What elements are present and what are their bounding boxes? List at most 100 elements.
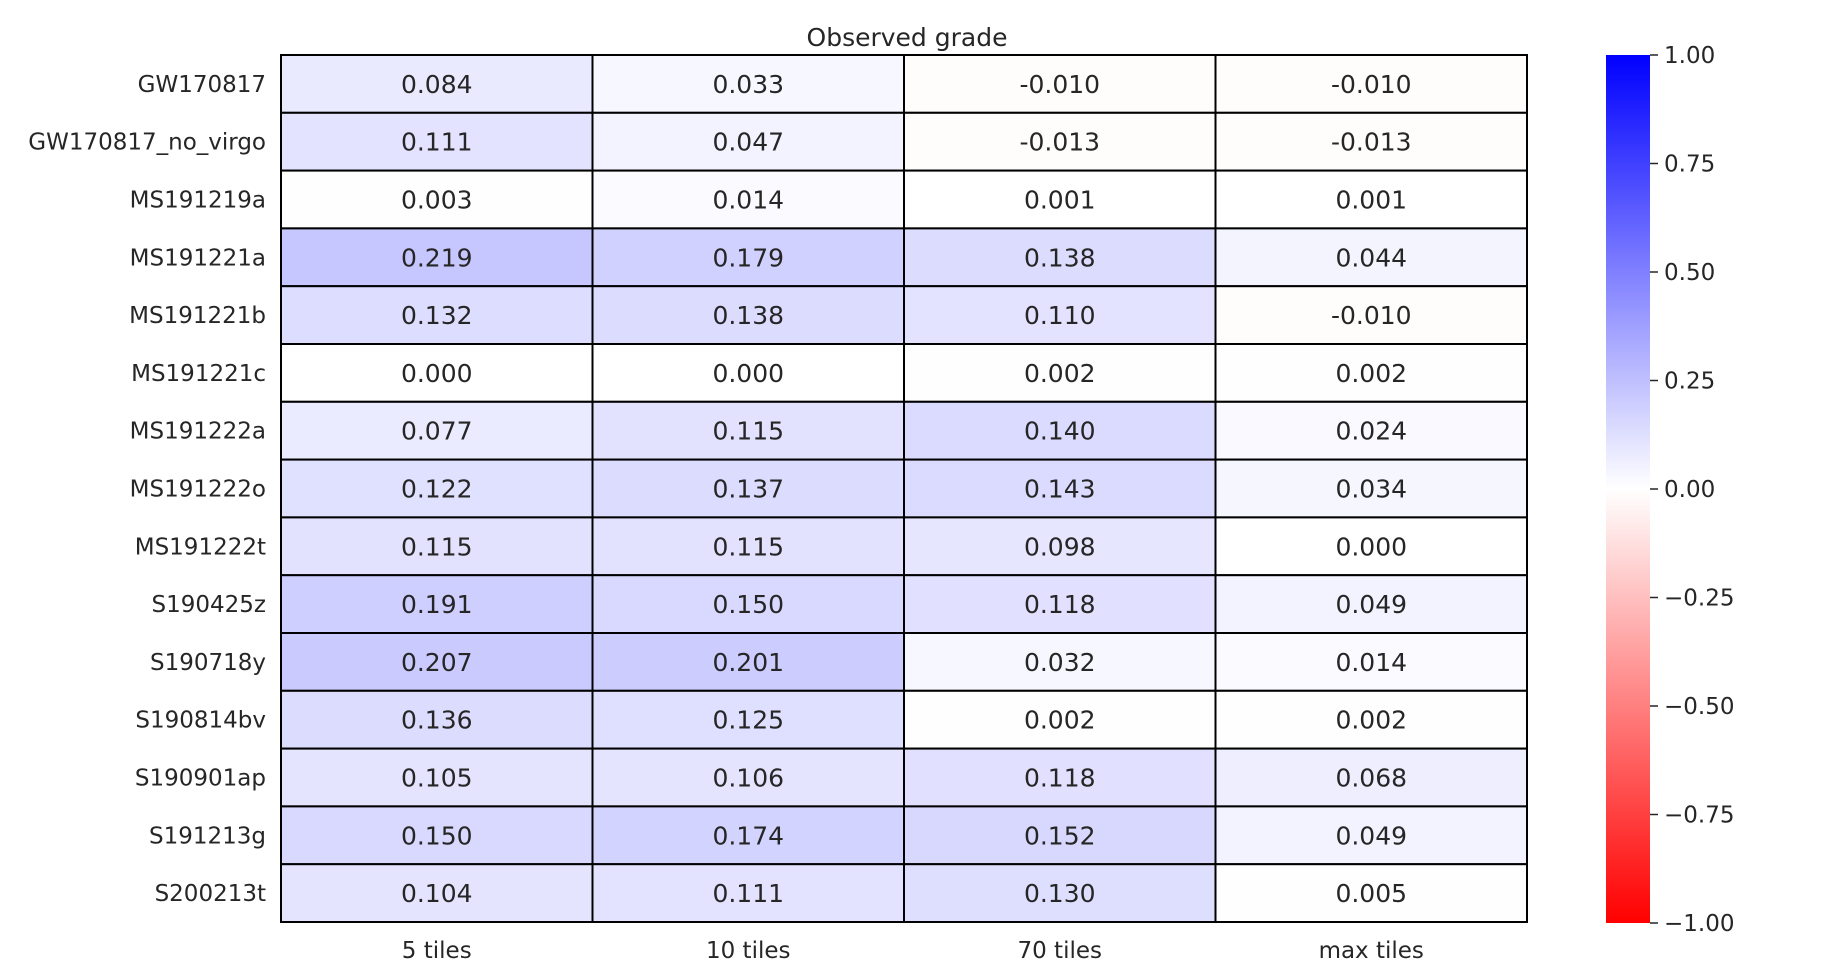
row-label: MS191219a <box>130 188 266 214</box>
cell-value-label: 0.150 <box>401 821 473 850</box>
cell-value-label: 0.003 <box>401 186 473 215</box>
heatmap-cell <box>591 343 905 403</box>
cell-value-label: -0.010 <box>1331 301 1412 330</box>
cell-value-label: -0.013 <box>1331 128 1412 157</box>
cell-value-label: 0.002 <box>1024 706 1096 735</box>
heatmap-cell <box>280 285 594 346</box>
column-label: max tiles <box>1319 938 1424 964</box>
heatmap-cell <box>903 747 1217 808</box>
column-label: 70 tiles <box>1017 938 1102 964</box>
heatmap-cell <box>903 343 1217 403</box>
cell-value-label: 0.138 <box>712 301 784 330</box>
colorbar-gradient <box>1606 55 1650 923</box>
column-label: 5 tiles <box>402 938 472 964</box>
cell-value-label: 0.115 <box>712 417 784 446</box>
row-label: MS191221a <box>130 245 266 271</box>
cell-value-label: 0.132 <box>401 301 473 330</box>
cell-value-label: 0.002 <box>1024 359 1096 388</box>
heatmap-cell <box>591 285 905 346</box>
cell-value-label: 0.001 <box>1024 186 1096 215</box>
colorbar-tick-label: −0.75 <box>1664 803 1734 829</box>
cell-value-label: 0.207 <box>401 648 473 677</box>
heatmap-cell <box>903 400 1217 461</box>
heatmap-cell <box>280 54 594 114</box>
colorbar-tick-label: 0.50 <box>1664 260 1715 286</box>
heatmap-cell <box>280 863 594 924</box>
heatmap-cell <box>591 111 905 172</box>
cell-value-label: 0.032 <box>1024 648 1096 677</box>
row-label: S190425z <box>152 592 266 618</box>
cell-value-label: 0.105 <box>401 764 473 793</box>
cell-value-label: 0.047 <box>712 128 784 157</box>
cell-value-label: 0.001 <box>1335 186 1407 215</box>
cell-value-label: -0.013 <box>1019 128 1100 157</box>
colorbar-tick-label: −0.50 <box>1664 694 1734 720</box>
heatmap-cell <box>903 574 1217 635</box>
cell-value-label: 0.034 <box>1335 475 1407 504</box>
heatmap-cell <box>903 689 1217 750</box>
heatmap-cell <box>1214 111 1528 172</box>
cell-value-label: 0.024 <box>1335 417 1407 446</box>
cell-value-label: 0.125 <box>712 706 784 735</box>
heatmap-cell <box>1214 805 1528 866</box>
heatmap-cell <box>1214 574 1528 635</box>
row-label: MS191221b <box>129 303 266 329</box>
cell-value-label: 0.002 <box>1335 706 1407 735</box>
row-label: S191213g <box>149 823 266 849</box>
cell-value-label: 0.106 <box>712 764 784 793</box>
heatmap-cell <box>591 227 905 288</box>
cell-value-label: 0.179 <box>712 243 784 272</box>
heatmap-cell <box>903 458 1217 519</box>
heatmap-cell <box>903 863 1217 924</box>
heatmap-cell <box>1214 54 1528 114</box>
heatmap-cell <box>1214 747 1528 808</box>
colorbar-tick-label: 1.00 <box>1664 43 1715 69</box>
heatmap-cell <box>591 54 905 114</box>
heatmap-cell <box>1214 632 1528 692</box>
cell-value-label: 0.014 <box>712 186 784 215</box>
cell-value-label: 0.118 <box>1024 590 1096 619</box>
cell-value-label: 0.049 <box>1335 821 1407 850</box>
cell-value-label: 0.152 <box>1024 821 1096 850</box>
heatmap-cell <box>591 689 905 750</box>
chart-title: Observed grade <box>807 23 1008 52</box>
heatmap-cell <box>1214 516 1528 577</box>
cell-value-label: 0.137 <box>712 475 784 504</box>
heatmap-cell <box>280 805 594 866</box>
row-label: MS191222a <box>130 419 266 445</box>
colorbar: 1.00 0.75 0.50 0.25 0.00 −0.25 −0.50 −0.75 −1.00 <box>1606 43 1734 937</box>
cell-value-label: 0.140 <box>1024 417 1096 446</box>
colorbar-tick-label: 0.00 <box>1664 477 1715 503</box>
colorbar-ticks: 1.00 0.75 0.50 0.25 0.00 −0.25 −0.50 −0.75 −1.00 <box>1650 43 1734 937</box>
row-label: S190814bv <box>135 708 266 734</box>
row-labels: GW170817 GW170817_no_virgo MS191219a MS1912… <box>28 72 266 907</box>
heatmap-cell <box>903 632 1217 692</box>
cell-value-label: 0.150 <box>712 590 784 619</box>
heatmap-cell <box>1214 689 1528 750</box>
cell-value-label: 0.219 <box>401 243 473 272</box>
heatmap-cell <box>280 458 594 519</box>
row-label: GW170817_no_virgo <box>28 130 266 156</box>
heatmap-cell <box>1214 400 1528 461</box>
cell-value-label: 0.104 <box>401 879 473 908</box>
heatmap-cell <box>280 747 594 808</box>
heatmap-cell <box>903 54 1217 114</box>
cell-value-label: 0.005 <box>1335 879 1407 908</box>
row-label: MS191222t <box>135 534 266 560</box>
heatmap-cell <box>280 343 594 403</box>
cell-value-label: 0.122 <box>401 475 473 504</box>
heatmap-cell <box>591 632 905 692</box>
heatmap-cell <box>1214 227 1528 288</box>
colorbar-tick-label: −0.25 <box>1664 586 1734 612</box>
cell-value-label: -0.010 <box>1019 70 1100 99</box>
cell-value-label: 0.111 <box>712 879 784 908</box>
cell-value-label: 0.014 <box>1335 648 1407 677</box>
colorbar-tick-label: 0.25 <box>1664 369 1715 395</box>
row-label: S200213t <box>155 881 266 907</box>
cell-value-label: 0.174 <box>712 821 784 850</box>
heatmap-cell <box>903 285 1217 346</box>
cell-value-label: 0.115 <box>712 532 784 561</box>
heatmap-cell <box>903 805 1217 866</box>
column-labels: 5 tiles 10 tiles 70 tiles max tiles <box>402 938 1424 964</box>
